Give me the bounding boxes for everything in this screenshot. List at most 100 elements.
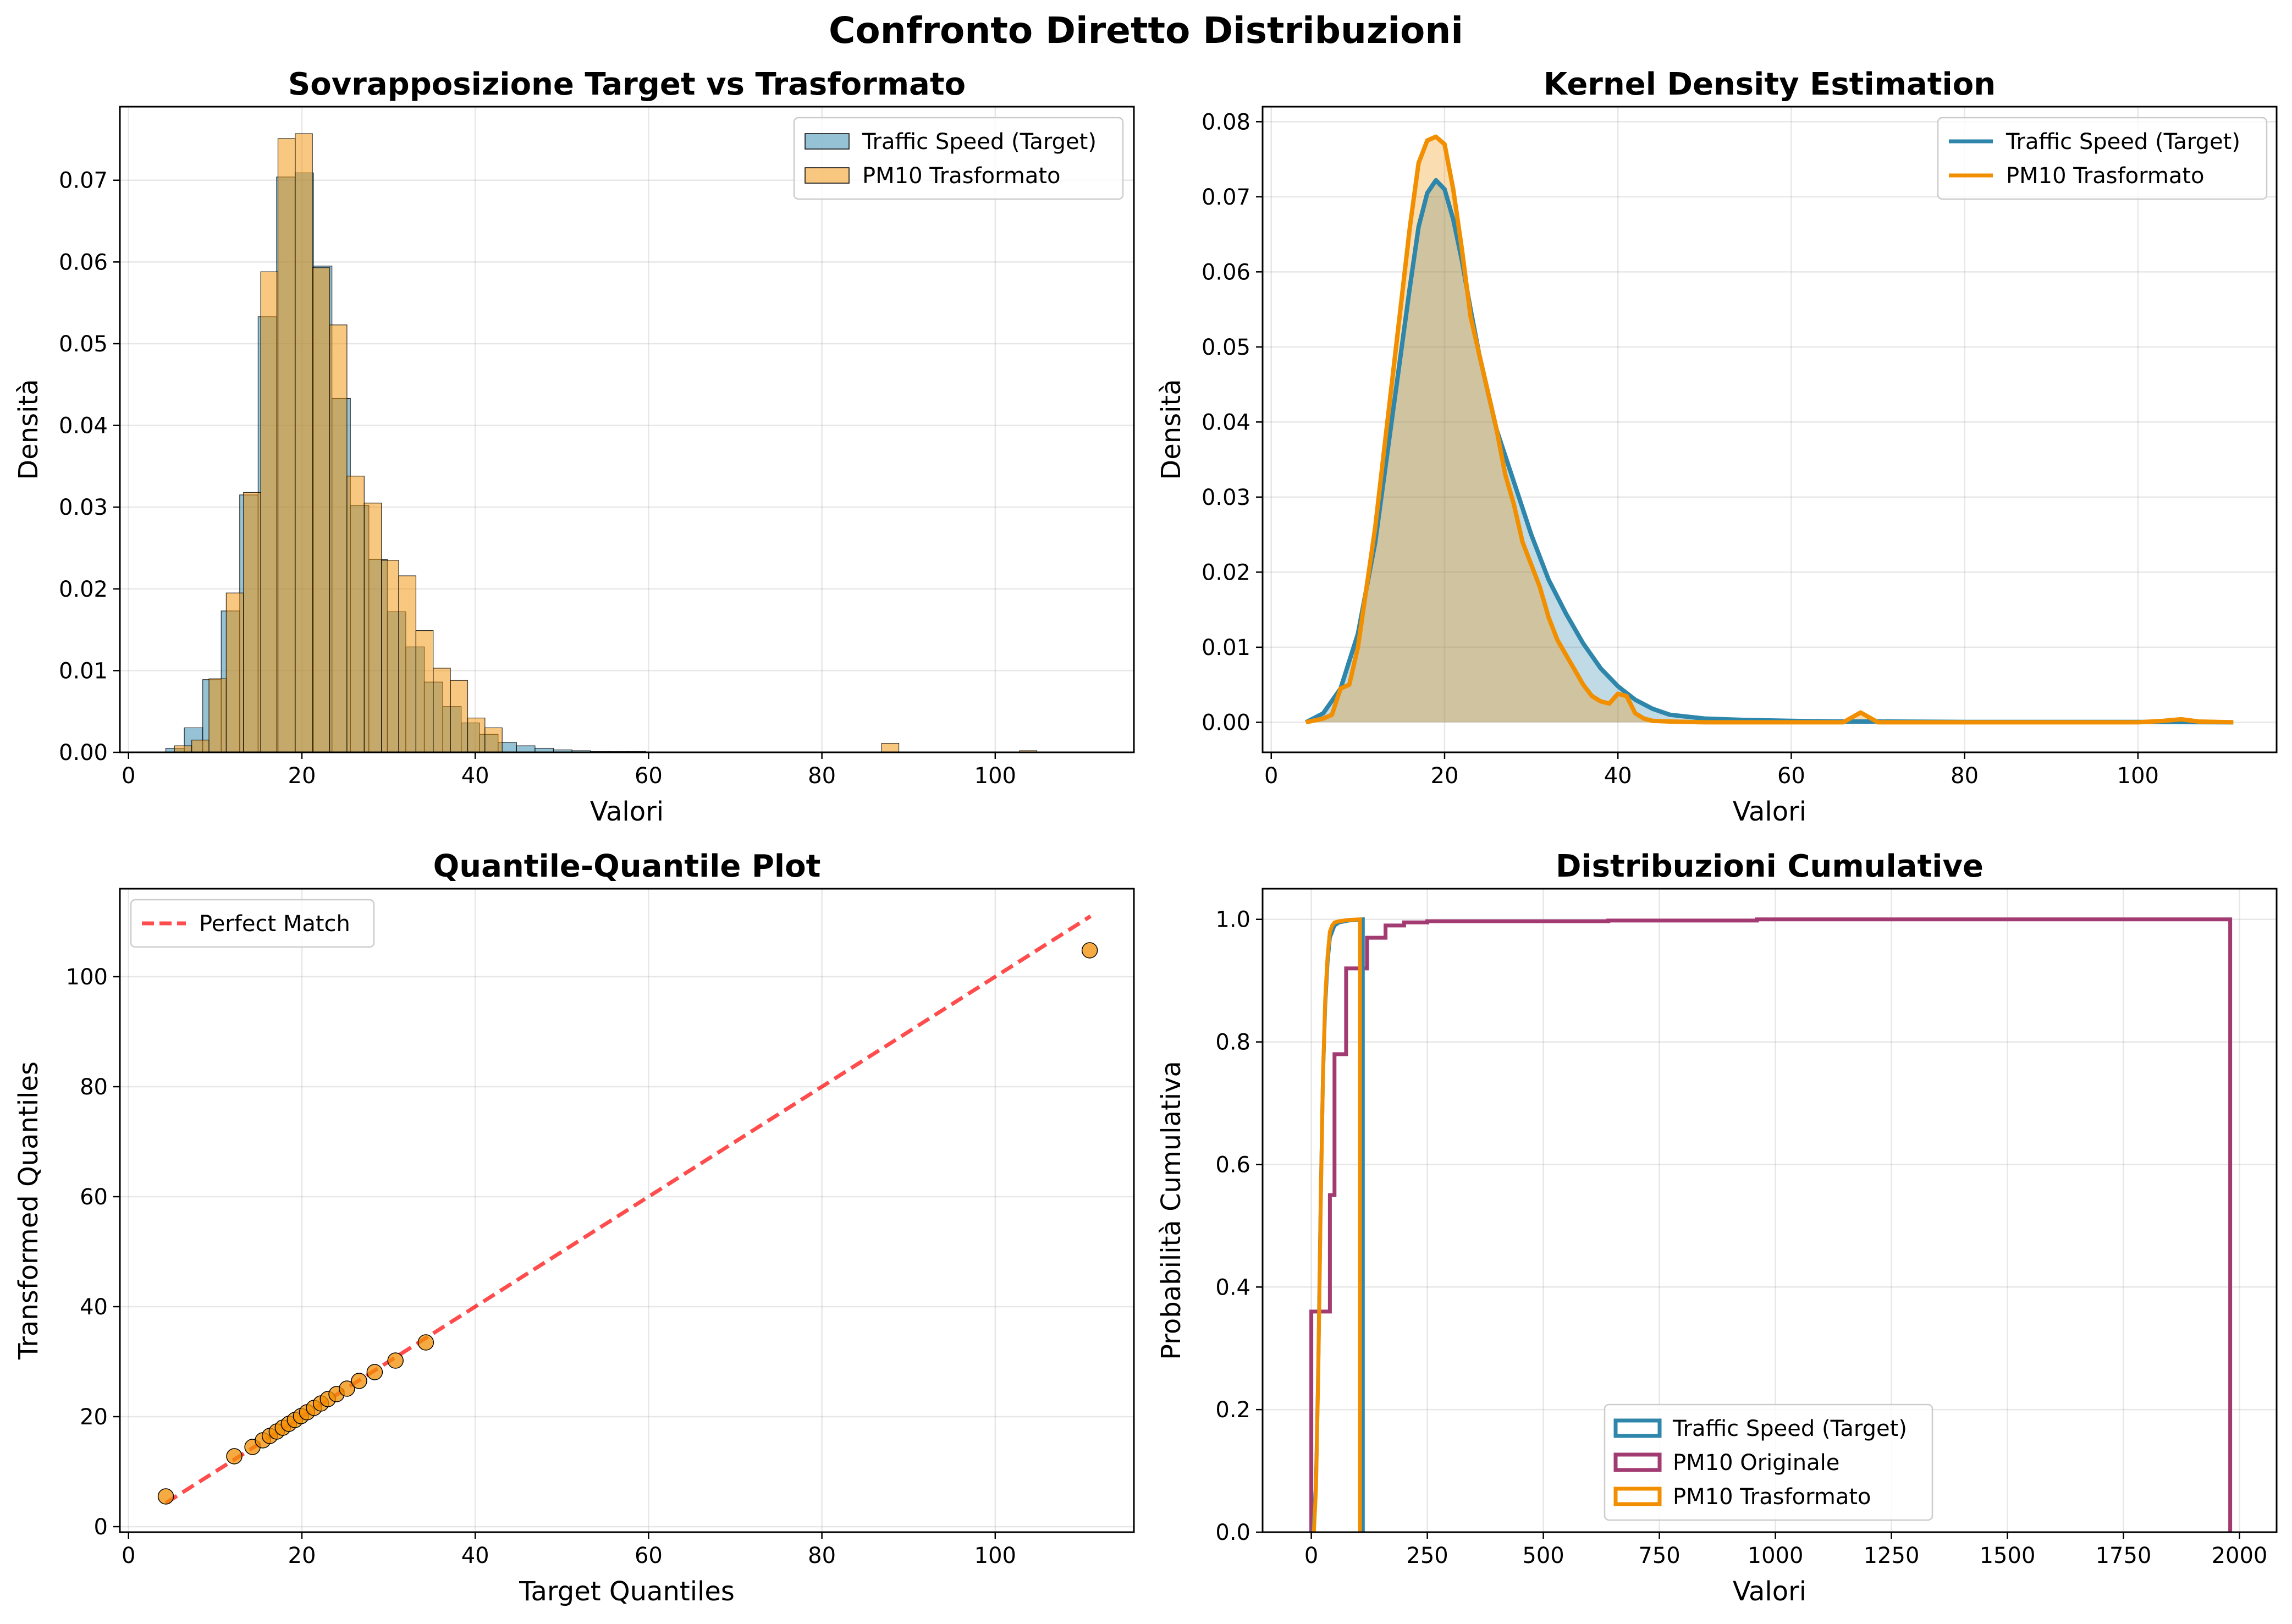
- legend: Traffic Speed (Target) PM10 Trasformato: [793, 117, 1124, 200]
- y-tick-label: 0.04: [59, 414, 108, 439]
- panel-kde: Kernel Density Estimation 0 20 40 60 80 100 0.0…: [1156, 67, 2278, 827]
- panel-title: Kernel Density Estimation: [1544, 67, 1996, 102]
- x-tick-label: 20: [288, 1543, 316, 1568]
- y-axis-label: Densità: [13, 379, 44, 480]
- x-tick-label: 750: [1638, 1543, 1680, 1568]
- y-tick-label: 0.04: [1202, 410, 1250, 435]
- x-tick-label: 80: [1951, 763, 1979, 789]
- y-tick-label: 0.06: [1202, 260, 1250, 285]
- cdf-line: [1309, 917, 2233, 1532]
- y-tick-label: 0.03: [59, 495, 108, 520]
- x-tick-label: 0: [1304, 1543, 1318, 1568]
- y-tick-label: 80: [80, 1075, 108, 1100]
- qq-point: [417, 1334, 434, 1351]
- panel-title: Distribuzioni Cumulative: [1556, 849, 1984, 884]
- x-tick-label: 0: [122, 763, 135, 789]
- histogram-bar: [329, 324, 348, 753]
- qq-point: [366, 1364, 383, 1380]
- qq-point: [1081, 942, 1098, 959]
- plot-area: [157, 915, 1098, 1505]
- qq-point: [339, 1380, 355, 1397]
- legend-frame: [1604, 1403, 1933, 1521]
- x-axis-label: Valori: [1733, 796, 1806, 827]
- x-tick-label: 40: [461, 763, 489, 789]
- y-tick-label: 0.07: [59, 168, 108, 194]
- x-tick-label: 0: [1264, 763, 1278, 789]
- axes-frame: [1261, 106, 2278, 753]
- x-tick-label: 100: [2117, 763, 2159, 789]
- y-tick-label: 0.03: [1202, 485, 1250, 510]
- legend-label: Perfect Match: [199, 911, 350, 937]
- x-tick-label: 500: [1522, 1543, 1564, 1568]
- histogram-bar: [484, 727, 503, 753]
- panel-cumulative: Distribuzioni Cumulative 0 250 500 750 1000 12…: [1156, 849, 2278, 1607]
- y-tick-label: 0.0: [1215, 1520, 1250, 1545]
- legend: Traffic Speed (Target) PM10 Originale PM10…: [1604, 1403, 1933, 1521]
- kde-line: [1305, 134, 2234, 725]
- x-tick-label: 40: [1604, 763, 1632, 789]
- qq-point: [351, 1373, 367, 1389]
- y-tick-label: 0.00: [1202, 710, 1250, 735]
- y-tick-label: 60: [80, 1185, 108, 1210]
- panel-histogram: Sovrapposizione Target vs Trasformato 0 20…: [13, 67, 1135, 827]
- x-axis-label: Valori: [590, 796, 664, 827]
- plot-area: [1304, 134, 2234, 725]
- x-tick-label: 1250: [1864, 1543, 1920, 1568]
- histogram-bar: [312, 267, 330, 753]
- histogram-bar: [433, 668, 451, 753]
- y-tick-label: 0.6: [1215, 1152, 1250, 1177]
- x-tick-label: 60: [635, 1543, 663, 1568]
- qq-point: [387, 1352, 404, 1369]
- x-tick-label: 100: [974, 1543, 1016, 1568]
- x-tick-label: 60: [1777, 763, 1805, 789]
- histogram-bar: [225, 592, 244, 753]
- y-tick-label: 0.06: [59, 250, 108, 275]
- y-tick-label: 20: [80, 1405, 108, 1430]
- qq-point: [157, 1488, 174, 1505]
- y-axis-label: Probabilità Cumulativa: [1156, 1061, 1187, 1360]
- y-tick-label: 1.0: [1215, 907, 1250, 933]
- x-tick-label: 100: [974, 763, 1016, 789]
- kde-area: [1305, 136, 2234, 723]
- plot-area: [165, 133, 1089, 753]
- y-tick-label: 0.4: [1215, 1275, 1250, 1300]
- axes-frame: [119, 106, 1135, 753]
- histogram-bar: [450, 680, 469, 753]
- legend-label: Traffic Speed (Target): [1672, 1416, 1907, 1441]
- figure-suptitle: Confronto Diretto Distribuzioni: [829, 9, 1463, 52]
- panel-qq-plot: Quantile-Quantile Plot 0 20 40 60 80 100 0 20 40 6…: [13, 849, 1135, 1607]
- y-tick-label: 0.01: [1202, 635, 1250, 660]
- x-tick-label: 80: [808, 1543, 836, 1568]
- histogram-bar: [174, 745, 192, 753]
- histogram-bar: [415, 630, 434, 753]
- x-tick-label: 1750: [2096, 1543, 2152, 1568]
- histogram-bar: [260, 271, 279, 753]
- y-tick-label: 0.02: [1202, 560, 1250, 585]
- histogram-bar: [295, 133, 313, 753]
- histogram-bar: [381, 560, 399, 753]
- y-tick-label: 40: [80, 1295, 108, 1320]
- histogram-bar: [191, 740, 210, 753]
- x-tick-label: 250: [1406, 1543, 1448, 1568]
- legend: Traffic Speed (Target) PM10 Trasformato: [1937, 117, 2268, 200]
- x-tick-label: 20: [288, 763, 316, 789]
- y-tick-label: 0.05: [59, 332, 108, 357]
- y-tick-label: 0.02: [59, 577, 108, 602]
- x-tick-label: 1000: [1748, 1543, 1804, 1568]
- cdf-line: [1312, 917, 1362, 1533]
- legend-label: PM10 Originale: [1673, 1450, 1839, 1476]
- legend-swatch: [805, 167, 850, 184]
- axes-frame: [1261, 888, 2278, 1533]
- y-tick-label: 100: [66, 965, 108, 990]
- y-tick-label: 0.08: [1202, 109, 1250, 135]
- legend-swatch: [805, 133, 850, 150]
- y-tick-label: 0.07: [1202, 185, 1250, 210]
- legend-swatch: [1613, 1452, 1662, 1472]
- y-axis-label: Transformed Quantiles: [13, 1061, 44, 1360]
- legend-label: PM10 Trasformato: [862, 163, 1061, 189]
- legend: Perfect Match: [130, 899, 375, 948]
- x-tick-label: 0: [122, 1543, 135, 1568]
- x-tick-label: 40: [461, 1543, 489, 1568]
- x-tick-label: 20: [1431, 763, 1459, 789]
